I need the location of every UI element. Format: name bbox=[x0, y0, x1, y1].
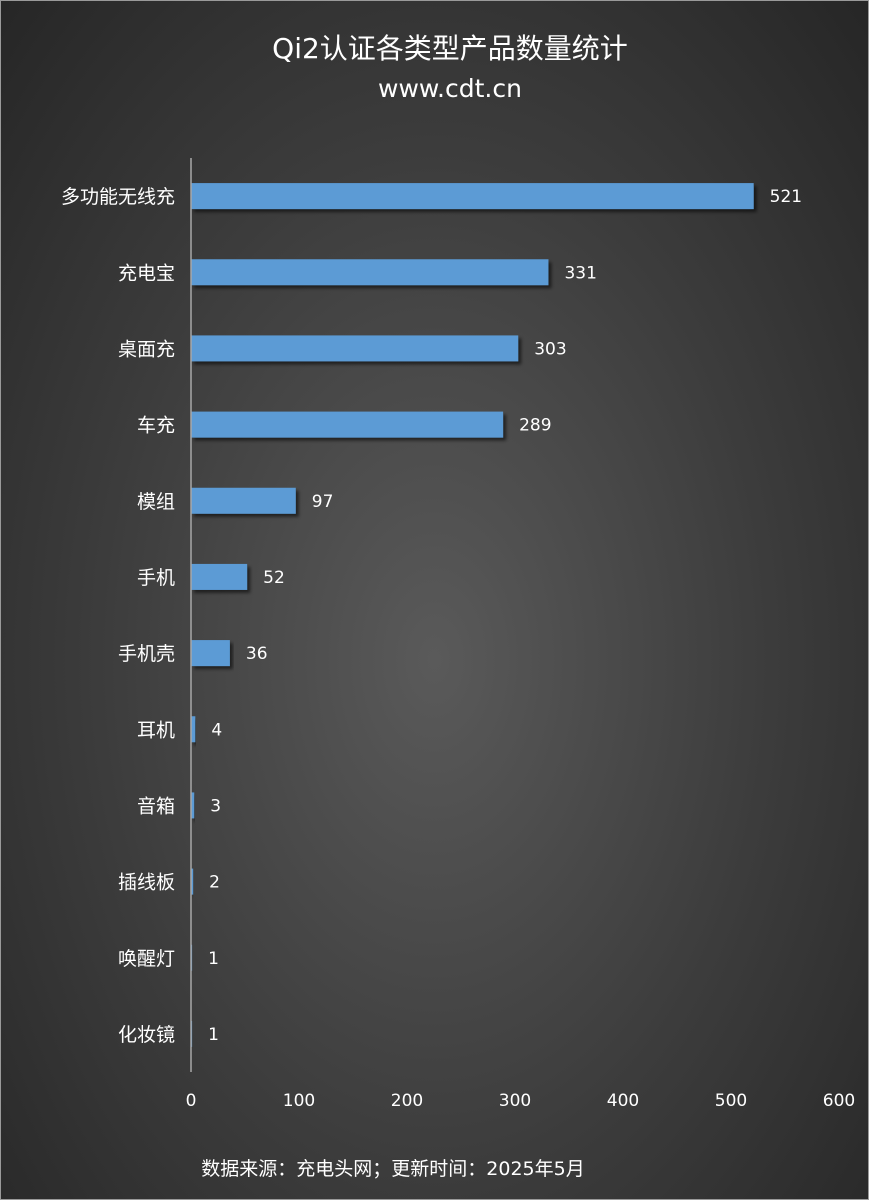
data-label: 303 bbox=[534, 339, 566, 359]
data-label: 521 bbox=[770, 187, 802, 207]
bar bbox=[191, 563, 248, 590]
data-label: 97 bbox=[312, 492, 334, 512]
bar bbox=[191, 335, 519, 362]
x-tick-label: 100 bbox=[283, 1091, 315, 1111]
bar bbox=[191, 259, 549, 286]
category-label: 唤醒灯 bbox=[118, 948, 175, 970]
x-axis-ticks: 0 100 200 300 400 500 600 bbox=[186, 1091, 856, 1111]
category-label: 手机 bbox=[137, 567, 175, 589]
x-tick-label: 500 bbox=[715, 1091, 747, 1111]
category-label: 模组 bbox=[137, 491, 175, 513]
category-label: 充电宝 bbox=[118, 262, 175, 284]
data-label: 1 bbox=[208, 1025, 219, 1045]
category-label: 多功能无线充 bbox=[61, 186, 175, 208]
footer-source: 数据来源：充电头网；更新时间：2025年5月 bbox=[201, 1158, 584, 1180]
category-label: 音箱 bbox=[137, 795, 175, 817]
chart-title: Qi2认证各类型产品数量统计 bbox=[272, 32, 628, 65]
x-tick-label: 600 bbox=[823, 1091, 855, 1111]
data-label: 36 bbox=[246, 644, 268, 664]
x-tick-label: 0 bbox=[186, 1091, 197, 1111]
data-label: 52 bbox=[263, 568, 285, 588]
data-label: 4 bbox=[211, 720, 222, 740]
data-label: 2 bbox=[209, 873, 220, 893]
x-tick-label: 300 bbox=[499, 1091, 531, 1111]
data-label: 289 bbox=[519, 416, 551, 436]
bar bbox=[191, 716, 196, 743]
bar bbox=[191, 411, 504, 438]
bars-group: 多功能无线充 521 充电宝 331 桌面充 303 车充 289 模组 97 手机 52 手机壳 36 耳… bbox=[61, 183, 802, 1047]
category-label: 耳机 bbox=[137, 719, 175, 741]
bar bbox=[191, 792, 195, 819]
bar bbox=[191, 868, 194, 895]
category-label: 化妆镜 bbox=[118, 1024, 175, 1046]
data-label: 331 bbox=[564, 263, 596, 283]
data-label: 3 bbox=[210, 796, 221, 816]
x-tick-label: 200 bbox=[391, 1091, 423, 1111]
category-label: 桌面充 bbox=[118, 338, 175, 360]
chart-subtitle: www.cdt.cn bbox=[378, 74, 522, 103]
category-label: 手机壳 bbox=[118, 643, 175, 665]
bar bbox=[191, 183, 754, 210]
category-label: 车充 bbox=[137, 415, 175, 437]
bar bbox=[191, 487, 296, 514]
x-tick-label: 400 bbox=[607, 1091, 639, 1111]
bar bbox=[191, 640, 230, 667]
data-label: 1 bbox=[208, 949, 219, 969]
category-label: 插线板 bbox=[118, 872, 175, 894]
